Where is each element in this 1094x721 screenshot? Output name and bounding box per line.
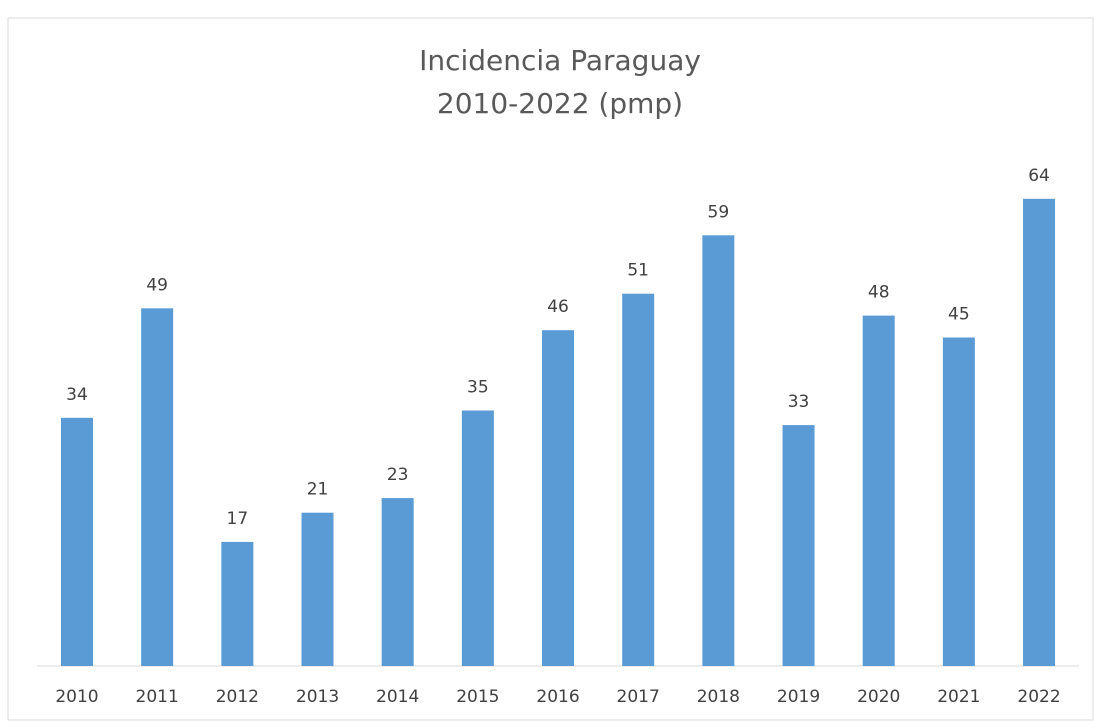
x-tick-label: 2022: [1017, 687, 1060, 707]
bar: [301, 512, 334, 666]
bar: [381, 498, 414, 666]
bar: [61, 417, 93, 666]
data-label: 46: [547, 297, 569, 317]
bar: [1023, 198, 1056, 667]
x-tick-label: 2014: [376, 687, 419, 707]
x-tick-label: 2021: [937, 687, 980, 707]
bar: [461, 410, 494, 666]
x-tick-label: 2011: [136, 687, 179, 707]
bar: [542, 330, 575, 666]
bar: [942, 337, 975, 666]
data-label: 35: [467, 378, 489, 398]
bar: [702, 235, 735, 667]
x-tick-label: 2020: [857, 687, 900, 707]
data-label: 21: [307, 480, 329, 500]
x-tick-label: 2012: [216, 687, 259, 707]
data-label: 49: [146, 275, 168, 295]
data-label: 34: [66, 385, 88, 405]
x-tick-label: 2016: [536, 687, 579, 707]
bar: [141, 308, 174, 666]
x-tick-label: 2018: [697, 687, 740, 707]
x-tick-label: 2017: [617, 687, 660, 707]
data-label: 17: [227, 509, 249, 529]
bar: [622, 293, 655, 666]
data-label: 59: [708, 202, 730, 222]
chart-subtitle: 2010-2022 (pmp): [437, 87, 683, 120]
bar: [862, 315, 895, 666]
bar: [221, 541, 254, 666]
data-label: 51: [627, 261, 649, 281]
data-label: 33: [788, 392, 810, 412]
chart-title: Incidencia Paraguay: [419, 44, 701, 77]
x-tick-label: 2015: [456, 687, 499, 707]
data-label: 45: [948, 305, 970, 325]
data-label: 48: [868, 283, 890, 303]
x-tick-label: 2013: [296, 687, 339, 707]
data-label: 23: [387, 465, 409, 485]
bar: [782, 425, 815, 666]
x-tick-label: 2010: [55, 687, 98, 707]
data-label: 64: [1028, 166, 1050, 186]
x-tick-label: 2019: [777, 687, 820, 707]
